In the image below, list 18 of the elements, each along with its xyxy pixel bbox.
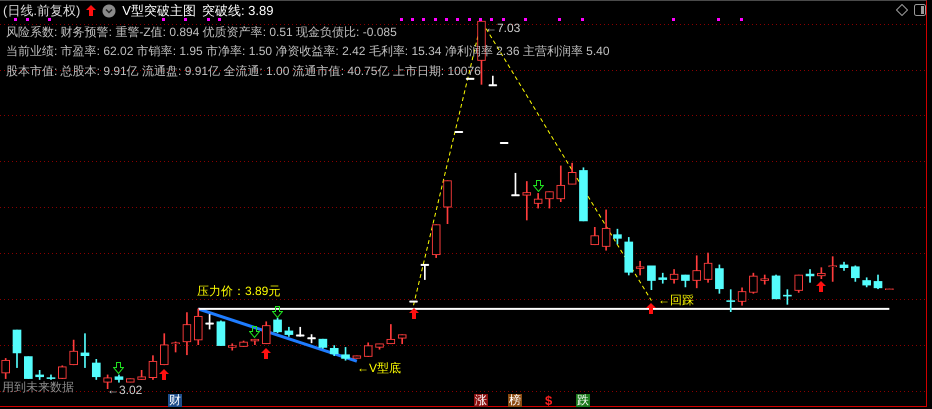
chart-subtitle: (日线.前复权): [3, 3, 80, 18]
annotation: 压力价：3.89元: [197, 284, 280, 298]
annotation: 涨: [474, 393, 488, 407]
annotation: $: [545, 393, 552, 408]
annotation: 用到未来数据: [2, 380, 74, 394]
candlestick: [46, 374, 56, 380]
annotation: ←3.02: [107, 383, 142, 397]
annotation: ←V型底: [357, 361, 402, 375]
annotation: 突破线: 3.89: [202, 3, 274, 18]
annotation: 风险系数: 财务预警: 重警-Z值: 0.894 优质资产率: 0.51 现金负债比: -0.085: [6, 25, 397, 39]
annotation: 财: [168, 393, 182, 407]
chart-title: V型突破主图: [122, 3, 196, 18]
annotation: ←7.03: [485, 21, 520, 36]
annotation: 股本市值: 总股本: 9.91亿 流通盘: 9.91亿 全流通: 1.00 流通市值: 40.75亿 上市日期: 10076: [6, 64, 481, 78]
annotation: ←回踩: [658, 293, 694, 307]
candlestick: [80, 333, 90, 368]
annotation: 榜: [508, 393, 522, 407]
annotation: 跌: [576, 393, 590, 407]
